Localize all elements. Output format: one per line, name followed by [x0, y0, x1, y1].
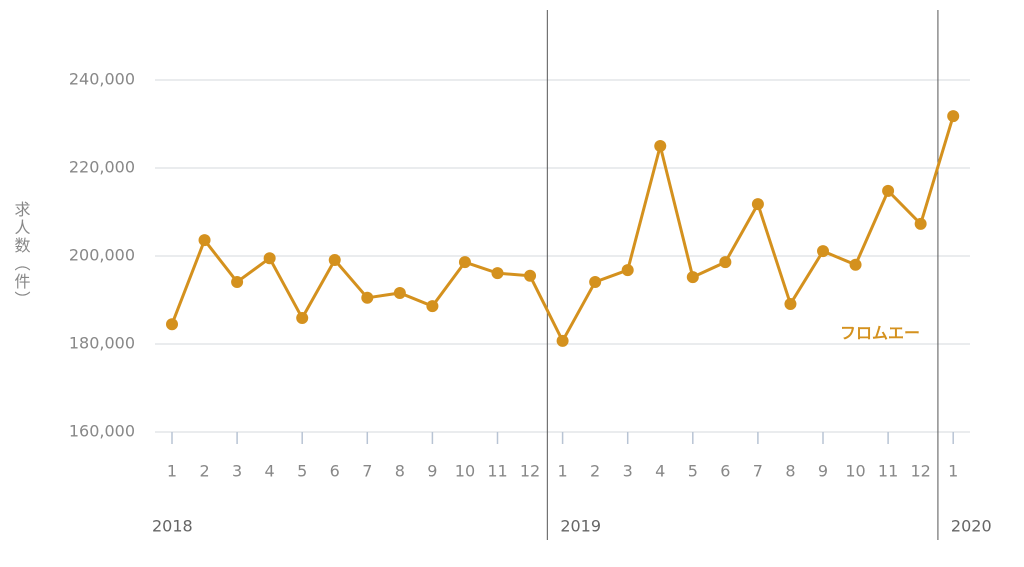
y-tick-label: 240,000	[69, 70, 135, 89]
data-point	[654, 140, 667, 152]
data-point	[296, 312, 309, 325]
x-tick-label: 6	[720, 462, 730, 481]
x-tick-label: 9	[818, 462, 828, 481]
x-tick-label: 8	[785, 462, 795, 481]
data-point	[817, 245, 829, 258]
year-label: 2020	[951, 517, 992, 536]
data-point	[556, 334, 569, 347]
x-tick-label: 6	[330, 462, 340, 481]
series-label: フロムエー	[840, 324, 920, 343]
x-tick-label: 5	[297, 462, 307, 481]
data-point	[914, 217, 927, 230]
data-point	[751, 198, 764, 211]
x-tick-label: 9	[427, 462, 437, 481]
y-tick-label: 200,000	[69, 246, 135, 265]
data-point	[686, 271, 699, 284]
data-point	[426, 300, 439, 313]
x-tick-label: 3	[232, 462, 242, 481]
x-tick-label: 5	[688, 462, 698, 481]
data-point	[849, 258, 862, 271]
x-tick-label: 7	[362, 462, 372, 481]
data-point	[263, 252, 276, 265]
x-tick-label: 10	[845, 462, 865, 481]
x-tick-label: 7	[753, 462, 763, 481]
data-point	[719, 256, 732, 269]
y-axis-label: 求人数（件）	[12, 201, 31, 309]
x-tick-label: 4	[265, 462, 275, 481]
data-point	[393, 286, 406, 299]
data-point	[361, 291, 374, 304]
x-tick-label: 4	[655, 462, 665, 481]
series-line	[170, 115, 955, 345]
data-point	[491, 267, 504, 280]
data-point	[458, 256, 471, 269]
data-point	[231, 275, 244, 288]
data-point	[198, 234, 211, 247]
year-label: 2018	[152, 517, 193, 536]
x-tick-label: 2	[199, 462, 209, 481]
data-point	[166, 318, 178, 331]
x-tick-label: 3	[623, 462, 633, 481]
x-tick-label: 11	[487, 462, 507, 481]
data-point	[589, 275, 602, 288]
x-tick-label: 1	[948, 462, 958, 481]
data-point	[524, 269, 537, 282]
x-tick-label: 10	[455, 462, 475, 481]
year-label: 2019	[560, 517, 601, 536]
x-tick-label: 8	[395, 462, 405, 481]
data-point	[621, 264, 634, 277]
y-tick-label: 180,000	[69, 334, 135, 353]
y-tick-label: 220,000	[69, 158, 135, 177]
x-tick-label: 2	[590, 462, 600, 481]
data-point	[882, 184, 895, 197]
data-point	[328, 253, 341, 266]
data-point	[947, 110, 960, 123]
x-tick-label: 1	[558, 462, 568, 481]
x-tick-label: 12	[910, 462, 930, 481]
y-tick-label: 160,000	[69, 422, 135, 441]
x-tick-label: 11	[878, 462, 898, 481]
data-point	[784, 297, 797, 310]
x-tick-label: 1	[167, 462, 177, 481]
x-tick-label: 12	[520, 462, 540, 481]
